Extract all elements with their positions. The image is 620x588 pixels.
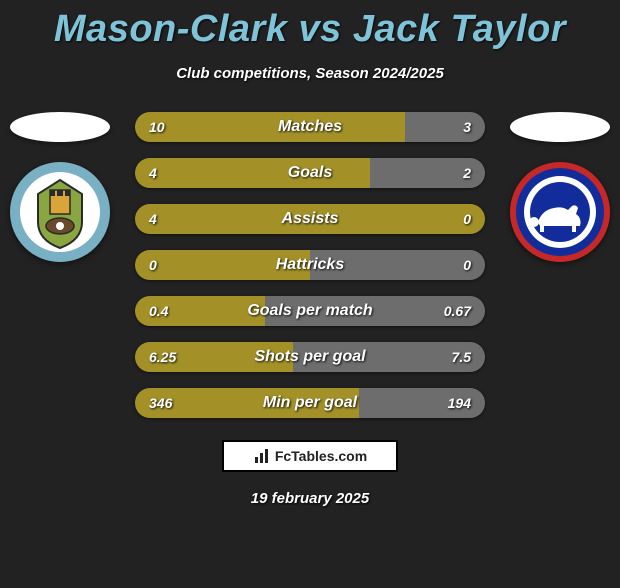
left-player-column — [5, 112, 115, 262]
stat-row-goals-per-match: Goals per match0.40.67 — [135, 296, 485, 326]
stat-row-matches: Matches103 — [135, 112, 485, 142]
coventry-city-crest — [10, 162, 110, 262]
bar-right-fill — [405, 112, 486, 142]
subtitle: Club competitions, Season 2024/2025 — [0, 65, 620, 82]
bar-right-fill — [310, 250, 485, 280]
stat-row-min-per-goal: Min per goal346194 — [135, 388, 485, 418]
bar-left-fill — [135, 342, 293, 372]
bar-left-fill — [135, 250, 310, 280]
bar-right-fill — [359, 388, 485, 418]
footer-date: 19 february 2025 — [0, 490, 620, 507]
bar-left-fill — [135, 388, 359, 418]
bar-left-fill — [135, 204, 485, 234]
comparison-content: Matches103 Goals42 Assists40 Hattricks00 Goa… — [0, 112, 620, 418]
stat-row-goals: Goals42 — [135, 158, 485, 188]
bar-left-fill — [135, 112, 405, 142]
bar-right-fill — [265, 296, 486, 326]
stat-row-assists: Assists40 — [135, 204, 485, 234]
stat-row-shots-per-goal: Shots per goal6.257.5 — [135, 342, 485, 372]
stat-row-hattricks: Hattricks00 — [135, 250, 485, 280]
right-player-column — [505, 112, 615, 262]
right-ellipse-shadow — [510, 112, 610, 142]
bar-left-fill — [135, 158, 370, 188]
bar-left-fill — [135, 296, 265, 326]
left-ellipse-shadow — [10, 112, 110, 142]
comparison-bars: Matches103 Goals42 Assists40 Hattricks00 Goa… — [135, 112, 485, 418]
page-title: Mason-Clark vs Jack Taylor — [0, 8, 620, 51]
chart-icon — [253, 447, 271, 465]
fctables-label: FcTables.com — [275, 448, 367, 464]
fctables-badge: FcTables.com — [222, 440, 398, 472]
bar-right-fill — [370, 158, 486, 188]
bar-right-fill — [293, 342, 486, 372]
ipswich-town-crest — [510, 162, 610, 262]
